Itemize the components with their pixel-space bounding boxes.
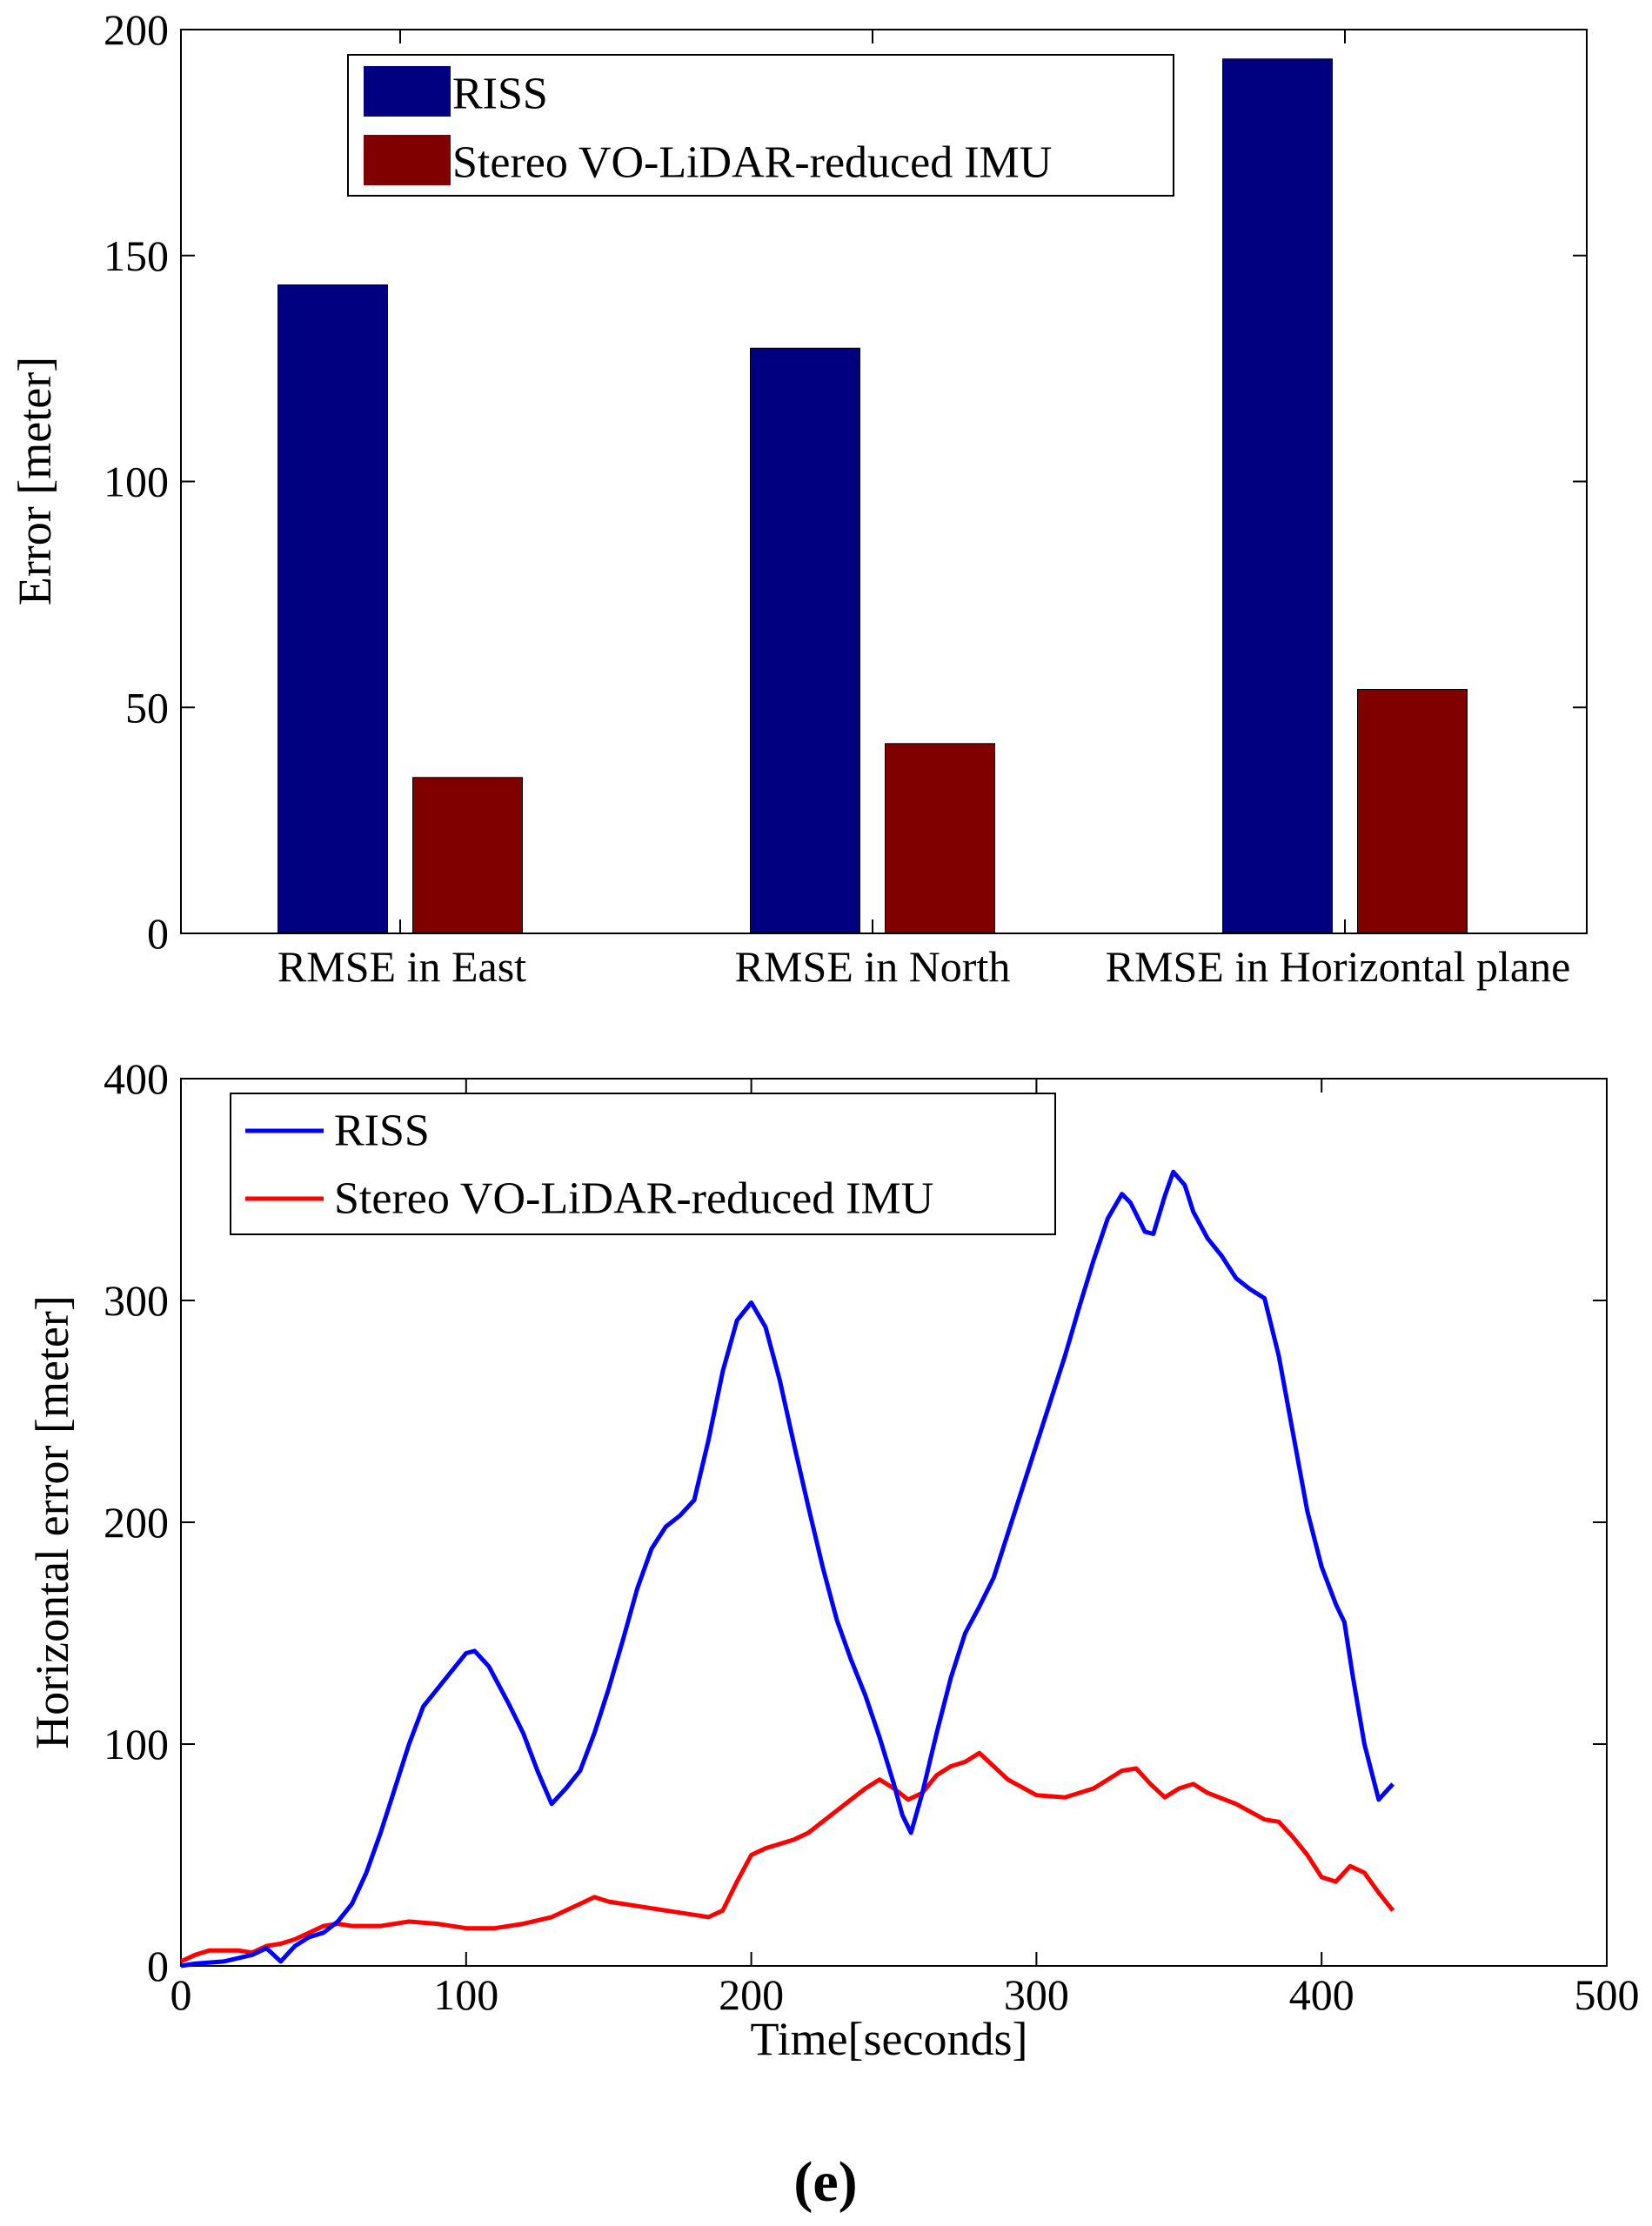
- x-tick-label: 200: [719, 1970, 784, 2019]
- line-chart: 0 100 200 300 400 0 100 200 300 400 500 …: [26, 1054, 1640, 2065]
- bar-chart-bars: [278, 58, 1468, 934]
- bar-stereo: [885, 743, 995, 934]
- bar-chart-category-labels: RMSE in East RMSE in North RMSE in Horiz…: [278, 942, 1570, 991]
- line-chart-y-axis-label: Horizontal error [meter]: [26, 1295, 78, 1749]
- line-chart-x-tick-labels: 0 100 200 300 400 500: [171, 1970, 1640, 2019]
- bar-chart-y-tick-labels: 0 50 100 150 200: [104, 5, 169, 958]
- category-label: RMSE in North: [735, 942, 1011, 991]
- y-tick-label: 200: [104, 5, 169, 54]
- x-tick-label: 300: [1004, 1970, 1069, 2019]
- x-tick-label: 100: [433, 1970, 498, 2019]
- legend-box: [230, 1093, 1056, 1235]
- line-chart-y-tick-labels: 0 100 200 300 400: [104, 1054, 169, 1990]
- x-tick-label: 400: [1289, 1970, 1354, 2019]
- y-tick-label: 100: [104, 458, 169, 506]
- series-line-riss: [180, 1169, 1395, 1969]
- line-chart-x-axis-label: Time[seconds]: [751, 2013, 1028, 2065]
- legend-label-stereo: Stereo VO-LiDAR-reduced IMU: [452, 138, 1052, 188]
- bar-riss: [278, 284, 388, 934]
- figure-caption: (e): [793, 2150, 857, 2214]
- bar-stereo: [1357, 688, 1468, 934]
- y-tick-label: 0: [147, 909, 169, 958]
- legend-swatch-riss: [364, 66, 451, 117]
- bar-riss: [750, 347, 860, 934]
- x-tick-label: 500: [1575, 1970, 1640, 2019]
- y-tick-label: 0: [147, 1942, 169, 1990]
- bar-chart-ticks: [181, 29, 1587, 934]
- category-label: RMSE in East: [278, 942, 526, 991]
- legend-label-riss: RISS: [452, 70, 548, 119]
- bar-chart-y-axis-label: Error [meter]: [9, 357, 61, 605]
- legend-box: [347, 54, 1174, 197]
- y-tick-label: 100: [104, 1720, 169, 1768]
- bar-chart-legend: RISS Stereo VO-LiDAR-reduced IMU: [347, 54, 1174, 197]
- bar-riss: [1222, 58, 1333, 934]
- legend-label-stereo: Stereo VO-LiDAR-reduced IMU: [334, 1174, 933, 1224]
- x-tick-label: 0: [171, 1970, 192, 2019]
- y-tick-label: 300: [104, 1276, 169, 1325]
- y-tick-label: 200: [104, 1498, 169, 1547]
- line-chart-legend: RISS Stereo VO-LiDAR-reduced IMU: [230, 1093, 1056, 1235]
- legend-label-riss: RISS: [334, 1106, 430, 1156]
- bar-chart: 0 50 100 150 200 RMSE in East RMSE in No…: [9, 5, 1588, 991]
- legend-swatch-stereo: [364, 135, 451, 185]
- series-line-stereo: [179, 1750, 1395, 1964]
- y-tick-label: 400: [104, 1054, 169, 1103]
- y-tick-label: 150: [104, 231, 169, 280]
- category-label: RMSE in Horizontal plane: [1106, 942, 1571, 991]
- line-chart-series: [179, 1169, 1395, 1969]
- bar-stereo: [412, 777, 523, 934]
- y-tick-label: 50: [125, 683, 169, 732]
